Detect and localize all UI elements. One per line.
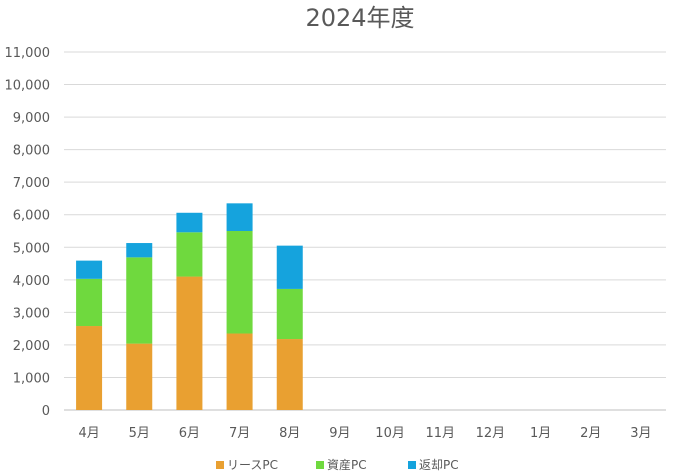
x-tick-label: 9月 [329,426,350,441]
bar-segment [76,260,103,279]
x-tick-label: 10月 [375,426,405,441]
legend-label: リースPC [227,458,278,472]
x-tick-label: 12月 [476,426,506,441]
bar-segment [226,231,253,334]
legend-swatch [408,461,416,469]
bar-segment [176,276,203,410]
y-axis: 0 1,000 2,000 3,000 4,000 5,000 6,000 7,000 8,00… [5,46,51,419]
y-tick-label: 4,000 [13,274,50,289]
y-tick-label: 11,000 [5,46,51,61]
bar-segment [126,243,153,258]
bar-segment [126,343,153,410]
legend: リースPC 資産PC 返却PC [216,457,459,472]
bar-segment [76,278,103,327]
bar-segment [76,326,103,410]
bar-segment [226,203,253,231]
y-tick-label: 8,000 [13,144,50,159]
y-tick-label: 0 [42,404,50,419]
x-axis: 4月 5月 6月 7月 8月 9月 10月 11月 12月 1月 2月 3月 [78,426,651,441]
y-tick-label: 7,000 [13,176,50,191]
x-tick-label: 5月 [129,426,150,441]
x-tick-label: 7月 [229,426,250,441]
x-tick-label: 8月 [279,426,300,441]
gridlines [64,51,666,411]
legend-swatch [316,461,324,469]
legend-label: 返却PC [419,458,459,472]
x-tick-label: 3月 [630,426,651,441]
y-tick-label: 3,000 [13,306,50,321]
y-tick-label: 10,000 [5,79,51,94]
y-tick-label: 1,000 [13,371,50,386]
y-tick-label: 2,000 [13,339,50,354]
y-tick-label: 6,000 [13,209,50,224]
y-tick-label: 9,000 [13,111,50,126]
x-tick-label: 11月 [425,426,455,441]
legend-swatch [216,461,224,469]
bar-segment [276,288,303,340]
bar-segment [226,333,253,410]
bar-segment [176,212,203,233]
x-tick-label: 1月 [530,426,551,441]
x-tick-label: 6月 [179,426,200,441]
x-tick-label: 2月 [580,426,601,441]
x-tick-label: 4月 [78,426,99,441]
legend-label: 資産PC [327,457,367,472]
bar-segment [276,245,303,289]
y-tick-label: 5,000 [13,241,50,256]
bar-segment [176,232,203,277]
chart-title: 2024年度 [305,4,414,32]
bars [76,203,303,410]
bar-segment [126,257,153,344]
bar-segment [276,339,303,410]
